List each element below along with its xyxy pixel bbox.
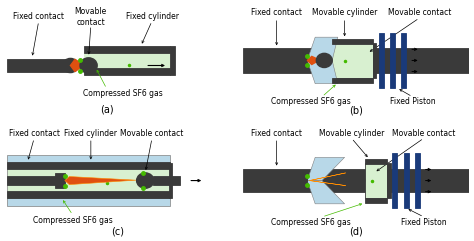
Circle shape [137, 173, 154, 188]
Circle shape [292, 53, 307, 67]
Bar [7, 191, 170, 198]
Bar [387, 163, 391, 198]
Bar [379, 33, 383, 88]
Bar [332, 39, 373, 44]
Circle shape [316, 53, 332, 67]
Text: (d): (d) [349, 226, 363, 236]
Circle shape [63, 58, 78, 73]
Polygon shape [71, 60, 84, 72]
Text: Compressed SF6 gas: Compressed SF6 gas [33, 215, 113, 225]
Text: Compressed SF6 gas: Compressed SF6 gas [271, 218, 350, 227]
Bar [7, 163, 170, 198]
Bar [401, 33, 406, 88]
Bar [84, 67, 170, 75]
Bar [365, 198, 387, 203]
Text: Fixed contact: Fixed contact [9, 128, 60, 138]
Text: Movable
contact: Movable contact [75, 7, 107, 27]
Bar [7, 176, 57, 185]
Bar [243, 169, 469, 192]
Text: Fixed contact: Fixed contact [13, 13, 64, 21]
Polygon shape [307, 157, 345, 181]
Bar [84, 53, 170, 67]
Text: (c): (c) [111, 226, 125, 236]
Bar [365, 163, 387, 198]
Bar [243, 48, 469, 73]
Bar [7, 162, 170, 169]
Circle shape [80, 58, 97, 73]
Text: Movable cylinder: Movable cylinder [319, 128, 384, 138]
Circle shape [347, 173, 365, 188]
Text: Movable cylinder: Movable cylinder [312, 8, 377, 17]
Text: Compressed SF6 gas: Compressed SF6 gas [271, 97, 350, 106]
Text: (a): (a) [100, 105, 113, 115]
Bar [170, 46, 175, 75]
Text: Fixed Piston: Fixed Piston [401, 218, 447, 227]
Text: Fixed contact: Fixed contact [251, 8, 302, 17]
Bar [84, 46, 170, 53]
Text: Fixed Piston: Fixed Piston [390, 97, 436, 106]
Bar [415, 153, 420, 208]
Bar [153, 176, 180, 185]
Text: Fixed cylinder: Fixed cylinder [64, 128, 118, 138]
Polygon shape [307, 37, 338, 60]
Polygon shape [65, 176, 136, 185]
Bar [169, 163, 172, 198]
Bar [332, 78, 373, 83]
Text: Movable contact: Movable contact [392, 128, 456, 138]
Circle shape [292, 174, 307, 188]
Bar [373, 43, 376, 78]
Bar [7, 198, 170, 206]
Text: Movable contact: Movable contact [388, 8, 451, 17]
Polygon shape [310, 173, 346, 186]
Text: Compressed SF6 gas: Compressed SF6 gas [82, 89, 163, 98]
Text: Movable contact: Movable contact [120, 128, 184, 138]
Bar [403, 153, 409, 208]
Polygon shape [307, 181, 345, 204]
Bar [365, 159, 387, 164]
Bar [390, 33, 395, 88]
Bar [332, 43, 373, 78]
Bar [7, 60, 71, 72]
Bar [55, 173, 65, 188]
Text: (b): (b) [349, 106, 363, 116]
Bar [7, 155, 170, 163]
Polygon shape [307, 60, 338, 84]
Text: Fixed cylinder: Fixed cylinder [126, 13, 179, 21]
Polygon shape [307, 56, 319, 65]
Text: Fixed contact: Fixed contact [251, 128, 302, 138]
Bar [392, 153, 397, 208]
